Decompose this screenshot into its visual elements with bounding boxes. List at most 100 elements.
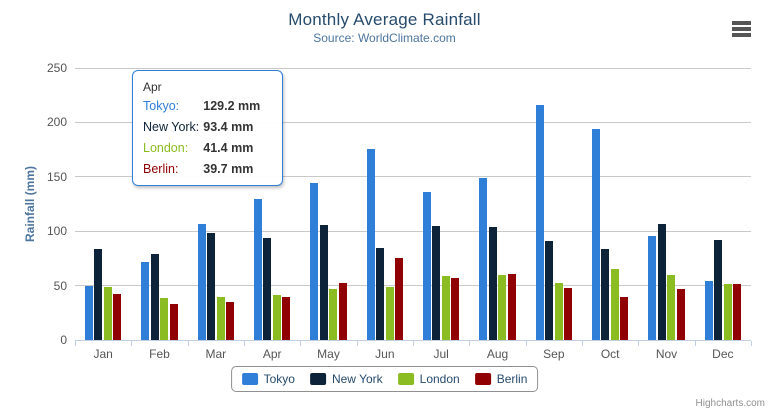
column-bar[interactable] [564, 288, 573, 340]
gridline [75, 67, 751, 69]
x-axis-tick [413, 341, 414, 346]
x-axis-tick [582, 341, 583, 346]
column-bar[interactable] [498, 275, 507, 340]
export-menu-button[interactable] [732, 21, 751, 37]
column-bar[interactable] [150, 254, 159, 340]
column-bar[interactable] [610, 269, 619, 340]
column-bar[interactable] [263, 238, 272, 340]
column-bar[interactable] [319, 224, 328, 340]
x-axis-tick [75, 341, 76, 346]
x-axis-tick [244, 341, 245, 346]
legend-swatch [309, 373, 326, 385]
column-bar[interactable] [591, 128, 600, 340]
tooltip-series-label: Tokyo: [143, 99, 180, 113]
legend-label: Tokyo [263, 372, 295, 386]
column-bar[interactable] [94, 249, 103, 340]
column-bar[interactable] [488, 226, 497, 340]
legend-label: Berlin [496, 372, 528, 386]
column-bar[interactable] [723, 284, 732, 340]
x-axis-category-label: Jul [433, 347, 449, 361]
legend-swatch [241, 373, 258, 385]
tooltip-series-value: 93.4 mm [203, 120, 254, 134]
x-axis-category-label: Sep [543, 347, 565, 361]
column-bar[interactable] [282, 296, 291, 340]
column-bar[interactable] [479, 178, 488, 340]
column-bar[interactable] [329, 288, 338, 340]
column-bar[interactable] [216, 297, 225, 340]
x-axis-tick [300, 341, 302, 346]
tooltip-series-label: London: [143, 141, 189, 155]
tooltip-header: Apr [143, 80, 162, 94]
y-axis-tick-label: 100 [46, 224, 67, 239]
column-bar[interactable] [620, 297, 629, 340]
column-bar[interactable] [657, 224, 666, 340]
legend-label: New York [331, 372, 383, 386]
column-bar[interactable] [160, 297, 169, 340]
column-bar[interactable] [704, 280, 713, 340]
column-bar[interactable] [366, 148, 375, 340]
x-axis-category-label: Jan [93, 347, 113, 361]
column-bar[interactable] [385, 287, 394, 340]
tooltip: Apr Tokyo: 129.2 mm New York: 93.4 mm London… [132, 70, 283, 186]
x-axis-category-label: Oct [600, 347, 620, 361]
column-bar[interactable] [432, 225, 441, 340]
chart-title: Monthly Average Rainfall [288, 10, 481, 29]
column-bar[interactable] [338, 282, 347, 340]
x-axis-tick [638, 341, 640, 346]
column-bar[interactable] [395, 257, 404, 340]
gridline [75, 230, 751, 232]
x-axis-tick [356, 341, 358, 346]
gridline [75, 121, 751, 123]
x-axis-tick [751, 341, 752, 346]
x-axis-category-label: Jun [375, 347, 395, 361]
column-bar[interactable] [113, 293, 122, 340]
column-bar[interactable] [648, 235, 657, 340]
column-bar[interactable] [451, 277, 460, 340]
legend-label: London [419, 372, 460, 386]
column-bar[interactable] [507, 274, 516, 340]
tooltip-series-label: New York: [143, 120, 200, 134]
hamburger-icon [732, 33, 751, 37]
tooltip-rows: Tokyo: 129.2 mm New York: 93.4 mm London: 41.… [143, 96, 272, 180]
column-bar[interactable] [226, 302, 235, 340]
legend-item-tokyo[interactable]: Tokyo [241, 372, 295, 386]
gridline [75, 285, 751, 287]
legend-item-berlin[interactable]: Berlin [474, 372, 528, 386]
column-bar[interactable] [84, 285, 93, 340]
column-bar[interactable] [169, 303, 178, 340]
column-bar[interactable] [714, 239, 723, 340]
x-axis-tick [694, 341, 696, 346]
legend-item-london[interactable]: London [397, 372, 460, 386]
column-bar[interactable] [601, 249, 610, 340]
legend-swatch [474, 373, 491, 385]
column-bar[interactable] [676, 289, 685, 340]
column-bar[interactable] [422, 192, 431, 340]
x-axis-tick [187, 341, 189, 346]
column-bar[interactable] [197, 224, 206, 340]
x-axis-category-label: Feb [149, 347, 170, 361]
column-bar[interactable] [310, 183, 319, 340]
column-bar[interactable] [733, 284, 742, 340]
column-bar[interactable] [535, 104, 544, 340]
column-bar[interactable] [141, 262, 150, 340]
x-axis-category-label: Mar [205, 347, 227, 361]
y-axis-tick-label: 250 [46, 61, 67, 75]
column-bar[interactable] [207, 232, 216, 340]
column-bar[interactable] [272, 294, 281, 340]
column-bar[interactable] [554, 282, 563, 340]
column-bar[interactable] [667, 275, 676, 340]
column-bar[interactable] [545, 240, 554, 340]
column-bar[interactable] [253, 199, 262, 340]
column-bar[interactable] [103, 286, 112, 340]
x-axis-category-label: May [317, 347, 340, 361]
column-bar[interactable] [376, 248, 385, 340]
legend-item-new-york[interactable]: New York [309, 372, 383, 386]
tooltip-series-label: Berlin: [143, 162, 179, 176]
tooltip-series-value: 129.2 mm [203, 99, 261, 113]
gridline [75, 176, 751, 178]
credits-link[interactable]: Highcharts.com [695, 398, 765, 409]
x-axis-tick [469, 341, 471, 346]
column-bar[interactable] [441, 275, 450, 340]
x-axis-category-label: Nov [655, 347, 678, 361]
